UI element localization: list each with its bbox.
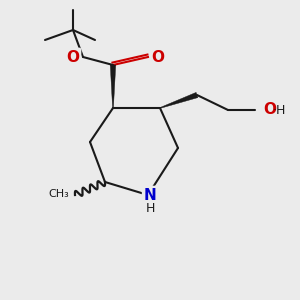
Text: O: O xyxy=(152,50,164,64)
Text: CH₃: CH₃ xyxy=(48,189,69,199)
Polygon shape xyxy=(160,92,198,108)
Text: N: N xyxy=(144,188,156,202)
Text: O: O xyxy=(67,50,80,64)
Text: O: O xyxy=(263,103,276,118)
Text: H: H xyxy=(145,202,155,215)
Text: ·H: ·H xyxy=(273,103,286,116)
Polygon shape xyxy=(110,65,116,108)
